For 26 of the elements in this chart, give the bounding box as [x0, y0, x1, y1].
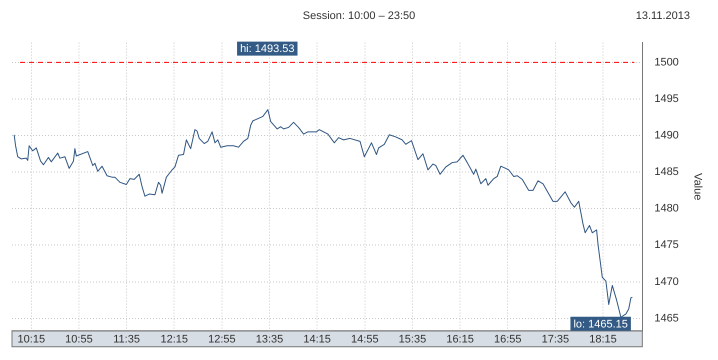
chart-title: Session: 10:00 – 23:50 [302, 10, 416, 22]
y-tick-label: 1465 [654, 312, 679, 324]
x-tick-label: 17:35 [542, 333, 570, 346]
x-tick-label: 18:15 [589, 333, 617, 346]
x-tick-label: 11:35 [113, 333, 140, 346]
x-tick-label: 14:15 [303, 333, 331, 346]
x-tick-label: 13:35 [256, 333, 284, 346]
y-axis-title: Value [691, 173, 704, 200]
x-tick-label: 10:15 [18, 333, 46, 346]
y-tick-label: 1490 [654, 130, 679, 142]
x-tick-label: 10:55 [65, 333, 93, 346]
x-tick-label: 15:35 [398, 333, 426, 346]
x-tick-label: 14:55 [351, 333, 379, 346]
x-tick-label: 16:15 [446, 333, 474, 346]
y-tick-label: 1470 [654, 276, 679, 288]
annotation: hi: 1493.53 [240, 43, 294, 56]
x-tick-label: 12:15 [160, 333, 188, 346]
x-tick-label: 12:55 [208, 333, 236, 346]
y-tick-label: 1480 [654, 202, 679, 215]
annotation: lo: 1465.15 [573, 318, 628, 330]
y-tick-label: 1475 [654, 239, 679, 252]
x-tick-label: 16:55 [494, 333, 522, 346]
y-tick-label: 1500 [654, 56, 679, 68]
y-tick-label: 1485 [654, 166, 679, 178]
y-tick-label: 1495 [654, 92, 679, 105]
chart-subtitle: 13.11.2013 [636, 10, 690, 22]
